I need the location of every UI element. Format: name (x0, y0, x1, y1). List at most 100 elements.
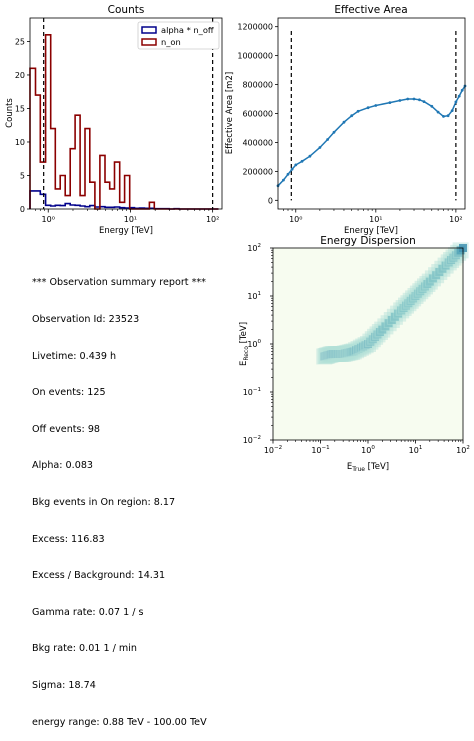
energy-dispersion-xlabel-unit: [TeV] (365, 462, 389, 472)
legend-frame (137, 21, 220, 50)
n-on-histogram (29, 34, 219, 210)
counts-energy-range-lines (43, 18, 214, 209)
effective-area-panel: Effective Area 0 200000 400000 600000 800000… (225, 4, 467, 236)
effective-area-xlabel: Energy [TeV] (344, 226, 398, 236)
summary-line: On events: 125 (32, 387, 106, 399)
effective-area-point (436, 110, 440, 114)
x-tick-label: 10⁰ (42, 215, 55, 224)
legend-label-n-on: n_on (161, 37, 181, 47)
x-tick-label: 10⁰ (289, 215, 302, 224)
effective-area-point (342, 120, 346, 124)
effective-area-point (300, 159, 304, 163)
energy-dispersion-title: Energy Dispersion (320, 235, 415, 247)
y-tick-label: 10−1 (243, 387, 261, 397)
x-tick-label: 10² (449, 215, 462, 224)
energy-dispersion-ylabel-unit: [TeV] (239, 322, 249, 346)
x-tick-label: 100 (361, 445, 375, 455)
effective-area-point (406, 97, 410, 101)
y-tick-label: 100 (247, 339, 261, 349)
effective-area-point (282, 178, 285, 182)
effective-area-point (430, 104, 434, 108)
y-tick-label: 0 (268, 196, 273, 205)
x-tick-label: 101 (409, 445, 423, 455)
effective-area-point (457, 94, 461, 98)
y-tick-label: 10 (15, 138, 25, 147)
energy-dispersion-xlabel: ETrue [TeV] (347, 462, 389, 473)
y-tick-label: 15 (15, 104, 25, 113)
summary-line: Excess / Background: 14.31 (32, 570, 166, 582)
y-tick-label: 1000000 (237, 52, 273, 61)
effective-area-point (286, 172, 290, 176)
effective-area-point (388, 101, 392, 104)
energy-dispersion-heatmap-cells (316, 242, 469, 365)
observation-summary: *** Observation summary report *** Obser… (32, 253, 232, 741)
effective-area-point (350, 114, 354, 118)
x-tick-exponent: 1 (419, 445, 423, 451)
summary-line: Off events: 98 (32, 423, 101, 435)
y-tick-exponent: −2 (253, 435, 261, 441)
y-tick-label: 101 (247, 291, 261, 301)
y-tick-label: 0 (20, 205, 25, 214)
energy-dispersion-xlabel-sub: True (351, 466, 365, 473)
energy-dispersion-ylabel: EReco [TeV] (239, 322, 250, 366)
effective-area-plot-frame (277, 17, 466, 210)
effective-area-point (332, 130, 336, 134)
effective-area-point (450, 109, 454, 112)
y-tick-label: 400000 (242, 138, 273, 147)
effective-area-point (326, 138, 329, 141)
y-tick-label: 600000 (242, 110, 273, 119)
y-tick-label: 5 (20, 171, 25, 180)
summary-line: Sigma: 18.74 (32, 679, 96, 691)
summary-line: Observation Id: 23523 (32, 314, 140, 325)
counts-ylabel: Counts (5, 98, 15, 128)
effective-area-point (398, 99, 402, 102)
summary-line: Alpha: 0.083 (32, 460, 94, 472)
effective-area-point (418, 98, 421, 102)
counts-plot-frame (29, 17, 223, 210)
energy-dispersion-panel: Energy Dispersion 10−210−210−110−1100100… (239, 235, 470, 473)
effective-area-energy-range-lines (290, 31, 457, 201)
effective-area-point (422, 100, 426, 103)
effective-area-point (308, 154, 312, 158)
x-tick-exponent: −2 (274, 445, 282, 451)
summary-line: Bkg events in On region: 8.17 (32, 496, 176, 508)
effective-area-series (276, 84, 467, 188)
summary-line: *** Observation summary report *** (32, 277, 206, 289)
legend-label-alpha-n-off: alpha * n_off (161, 25, 214, 35)
effective-area-point (374, 104, 378, 107)
summary-line: Gamma rate: 0.07 1 / s (32, 606, 144, 618)
y-tick-label: 102 (247, 243, 261, 253)
effective-area-ylabel: Effective Area [m2] (225, 72, 235, 154)
effective-area-point (318, 146, 322, 149)
x-tick-exponent: 2 (466, 445, 470, 451)
x-tick-label: 10¹ (124, 215, 137, 224)
y-tick-exponent: 2 (258, 243, 262, 249)
summary-line: Bkg rate: 0.01 1 / min (32, 643, 137, 655)
effective-area-point (294, 163, 298, 167)
effective-area-line (277, 85, 466, 187)
effective-area-point (412, 97, 416, 101)
x-tick-label: 10¹ (369, 215, 382, 224)
counts-xlabel: Energy [TeV] (99, 226, 153, 236)
x-tick-label: 10² (206, 215, 219, 224)
y-tick-label: 200000 (242, 167, 273, 176)
effective-area-point (442, 115, 445, 118)
x-tick-exponent: −1 (322, 445, 330, 451)
legend-swatch-alpha-n-off (141, 26, 157, 34)
effective-area-title: Effective Area (334, 4, 407, 16)
y-tick-exponent: 0 (258, 339, 262, 345)
effective-area-point (446, 114, 450, 118)
summary-line: energy range: 0.88 TeV - 100.00 TeV (32, 716, 207, 728)
x-tick-exponent: 0 (371, 445, 375, 451)
summary-line: Livetime: 0.439 h (32, 350, 117, 362)
y-tick-label: 20 (15, 71, 25, 80)
effective-area-ticks: 0 200000 400000 600000 800000 1000000 1200000 1… (237, 23, 462, 224)
effective-area-point (356, 109, 360, 113)
counts-legend: alpha * n_off n_on (137, 21, 220, 50)
effective-area-point (460, 88, 464, 92)
summary-line: Excess: 116.83 (32, 533, 105, 545)
y-tick-label: 800000 (242, 81, 273, 90)
